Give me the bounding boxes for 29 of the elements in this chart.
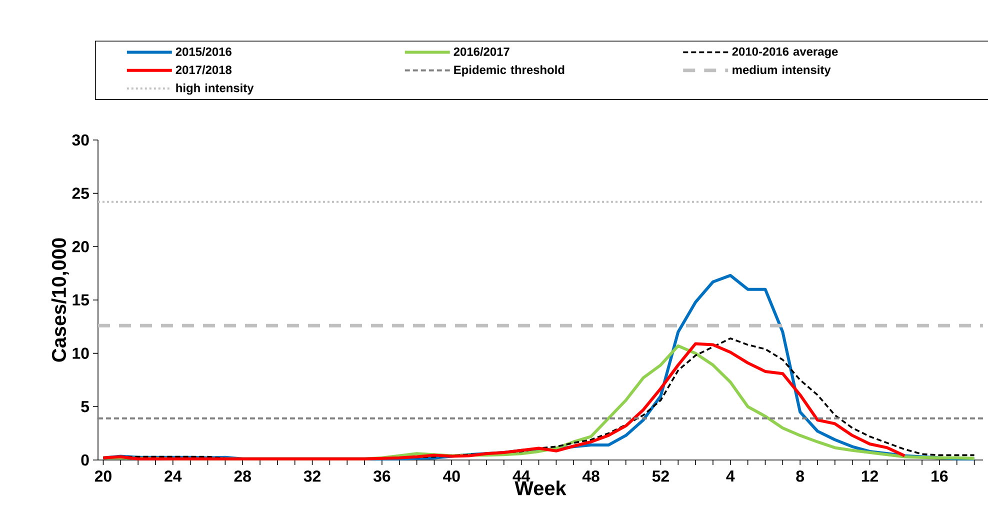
legend-label: 2017/2018 [176,65,232,74]
x-tick-label: 52 [652,470,669,482]
y-axis-title: Cases/10,000 [51,238,69,362]
x-tick-label: 12 [862,470,878,482]
legend-label: 2015/2016 [176,47,232,56]
x-tick-label: 36 [373,470,390,482]
x-tick-label: 24 [164,470,182,482]
x-tick-label: 16 [932,470,948,482]
x-tick-label: 40 [443,470,460,482]
y-tick-label: 5 [81,401,90,412]
y-tick-label: 30 [72,134,89,146]
legend-label: Epidemic threshold [454,65,564,76]
legend-label: high intensity [176,83,254,95]
legend-label: medium intensity [732,65,831,76]
x-tick-label: 20 [94,470,112,482]
y-tick-label: 20 [72,241,89,252]
y-tick-label: 15 [72,294,90,306]
y-tick-label: 10 [72,348,89,359]
y-tick-label: 0 [81,454,89,466]
x-tick-label: 44 [512,470,530,482]
x-tick-label: 32 [304,470,321,482]
x-axis-title: Week [514,480,566,496]
y-tick-label: 25 [72,188,90,199]
legend-label: 2016/2017 [454,47,510,56]
legend-label: 2010-2016 average [732,47,838,58]
x-tick-label: 4 [726,470,735,482]
x-tick-label: 8 [796,470,804,482]
x-tick-label: 48 [582,470,600,482]
x-tick-label: 28 [234,470,251,482]
